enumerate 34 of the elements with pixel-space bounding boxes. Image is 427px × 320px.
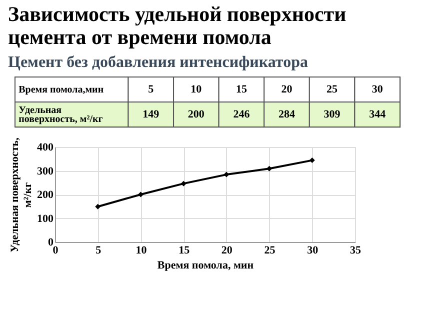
point: [224, 172, 230, 178]
y-tick-label: 0: [48, 236, 54, 248]
data-label: 246: [233, 108, 250, 120]
x-tick-label: 20: [221, 244, 233, 256]
point: [95, 204, 101, 210]
data-label: 200: [188, 108, 205, 120]
point: [309, 158, 315, 164]
x-tick-label: 25: [326, 84, 338, 96]
x-tick-label: 5: [148, 84, 154, 96]
y-tick-label: 100: [37, 212, 54, 225]
x-tick-label: 5: [96, 244, 102, 256]
x-tick-label: 15: [236, 84, 248, 96]
x-axis-title: Время помола,мин: [18, 84, 104, 96]
x-tick-label: 30: [372, 84, 384, 96]
y-tick-label: 200: [37, 189, 54, 201]
x-tick-label: 20: [281, 84, 293, 96]
y-tick-label: 300: [37, 165, 54, 178]
data-label: 344: [369, 108, 386, 120]
x-tick-label: 35: [350, 244, 362, 256]
x-tick-label: 25: [264, 244, 276, 256]
point: [138, 192, 144, 198]
x-tick-label: 10: [136, 244, 148, 256]
data-label: 309: [324, 108, 341, 120]
chart-title: Зависимость удельной поверхности цемента от времени помола: [8, 2, 346, 49]
x-tick-label: 30: [307, 244, 319, 256]
data-label: 284: [278, 108, 296, 120]
x-tick-label: 10: [190, 84, 202, 96]
point: [266, 166, 272, 172]
point: [180, 180, 186, 186]
data-label: 149: [142, 108, 160, 120]
chart-subtitle: Цемент без добавления интенсификатора: [8, 54, 308, 71]
x-axis-title: Время помола, мин: [157, 260, 254, 272]
x-tick-label: 15: [178, 244, 190, 256]
y-tick-label: 400: [37, 142, 54, 154]
